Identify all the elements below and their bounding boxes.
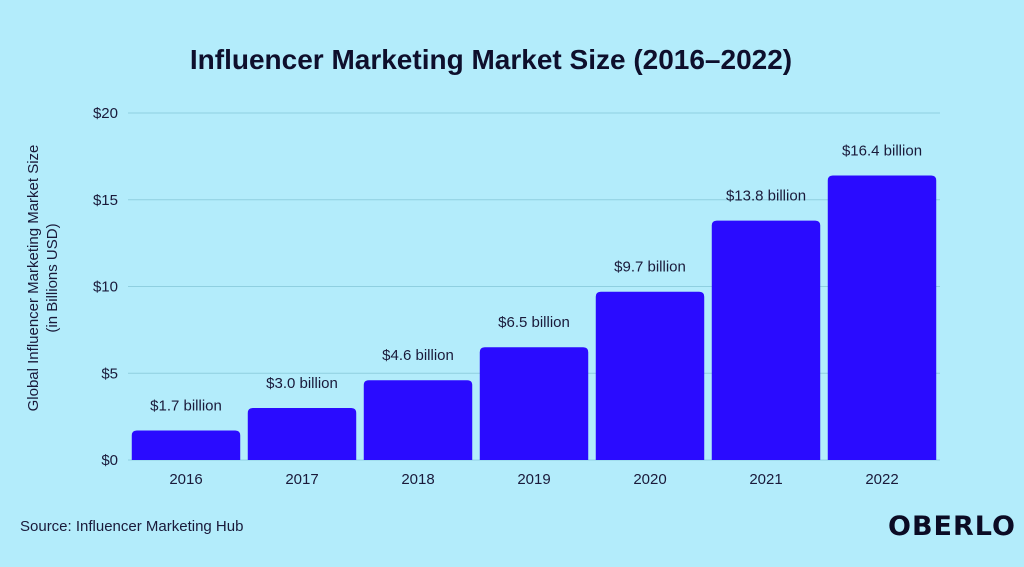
y-axis-label: Global Influencer Marketing Market Size(… (25, 145, 61, 412)
y-tick-label: $0 (101, 452, 118, 469)
x-tick-label-2022: 2022 (865, 471, 898, 488)
y-axis-label-line: Global Influencer Marketing Market Size (25, 145, 42, 412)
bar-2022 (827, 175, 937, 460)
data-label-2016: $1.7 billion (150, 398, 222, 415)
y-axis-ticks: $0 $5 $10 $15 $20 (93, 105, 118, 469)
data-label-2018: $4.6 billion (382, 347, 454, 364)
x-tick-label-2018: 2018 (401, 471, 434, 488)
bar-2017 (247, 407, 357, 460)
data-label-2017: $3.0 billion (266, 375, 338, 392)
y-tick-label: $10 (93, 279, 118, 296)
source-note: Source: Influencer Marketing Hub (20, 518, 244, 535)
x-tick-label-2017: 2017 (285, 471, 318, 488)
data-label-2020: $9.7 billion (614, 259, 686, 276)
chart-title: Influencer Marketing Market Size (2016–2… (189, 44, 793, 75)
bar-2019 (479, 347, 589, 460)
x-tick-label-2021: 2021 (749, 471, 782, 488)
bar-2018 (363, 380, 473, 460)
bar-2020 (595, 291, 705, 460)
x-tick-label-2016: 2016 (169, 471, 202, 488)
bar-2021 (711, 220, 821, 460)
bar-2016 (131, 430, 241, 460)
data-label-2022: $16.4 billion (842, 142, 922, 159)
x-tick-label-2020: 2020 (633, 471, 666, 488)
y-axis-label-line: (in Billions USD) (44, 223, 61, 332)
data-label-2021: $13.8 billion (726, 188, 806, 205)
y-tick-label: $5 (101, 365, 118, 382)
data-labels: $1.7 billion $3.0 billion $4.6 billion $6.5… (150, 142, 922, 414)
y-tick-label: $20 (93, 105, 118, 122)
bars (131, 175, 937, 460)
y-tick-label: $15 (93, 192, 118, 209)
oberlo-logo: OBERLO (888, 511, 1016, 542)
x-axis-ticks: 2016 2017 2018 2019 2020 2021 2022 (169, 471, 898, 488)
x-tick-label-2019: 2019 (517, 471, 550, 488)
data-label-2019: $6.5 billion (498, 314, 570, 331)
